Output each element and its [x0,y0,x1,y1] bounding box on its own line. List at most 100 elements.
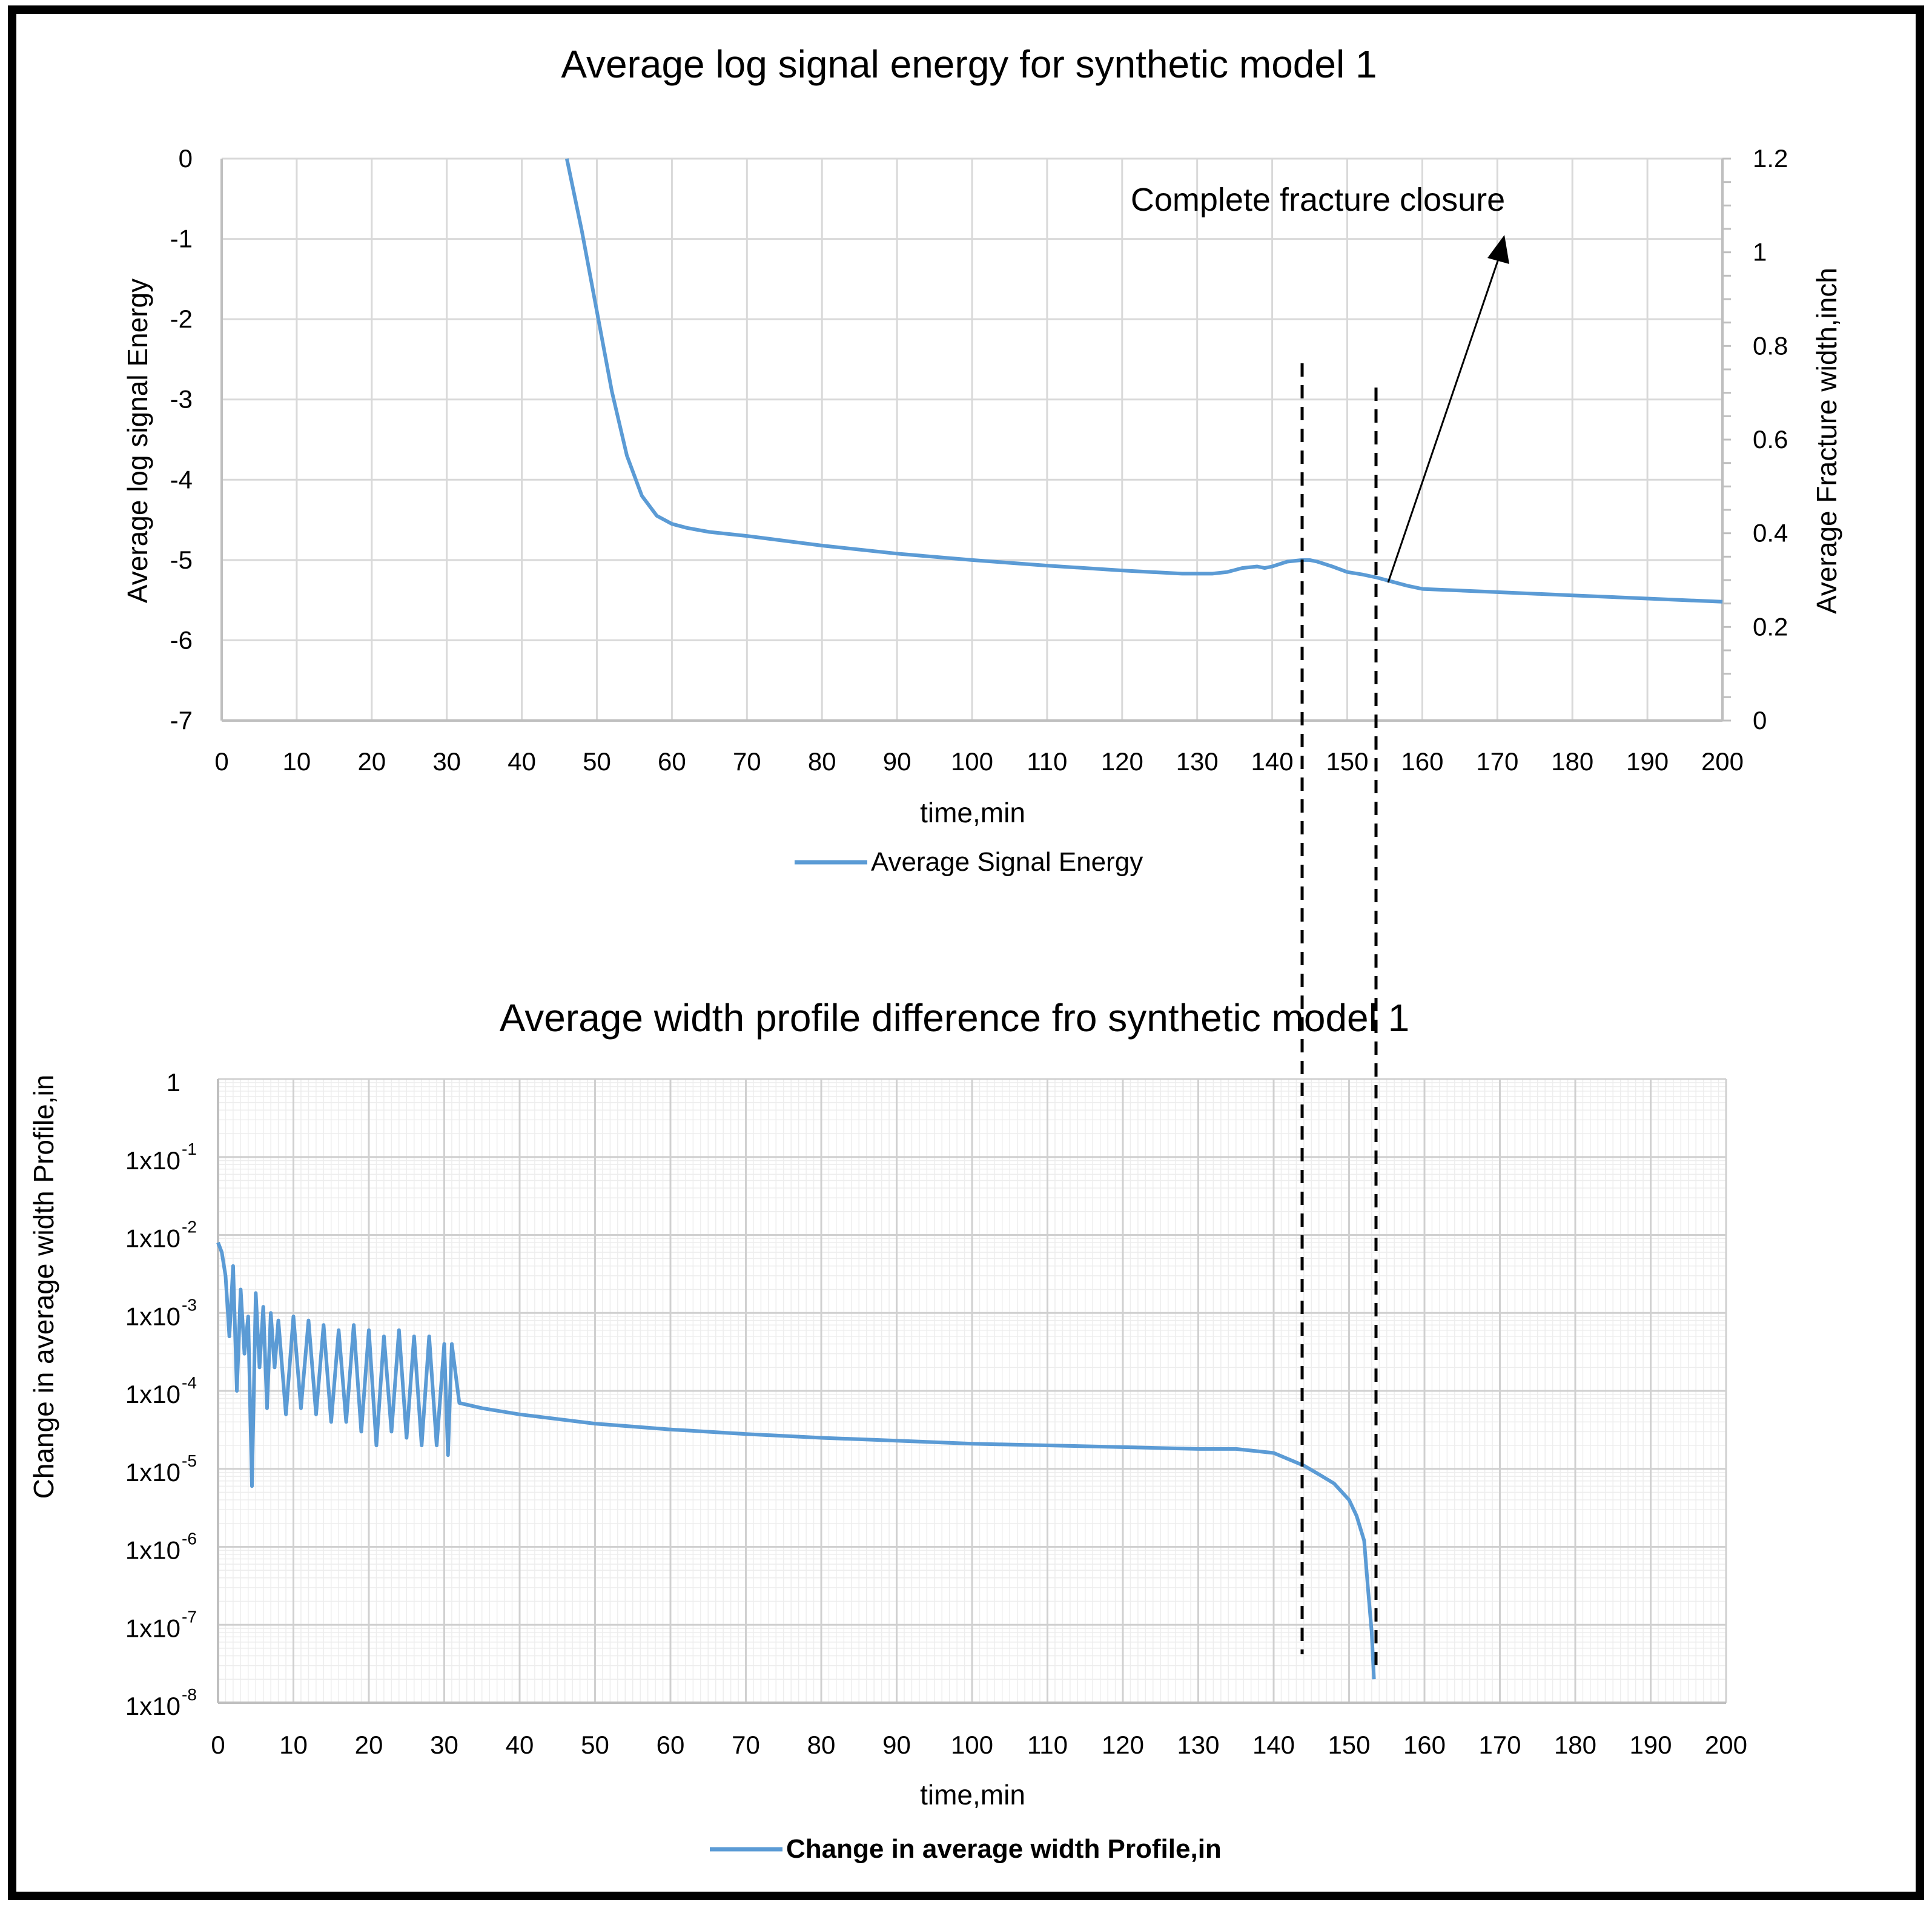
chart-2-y-tick-label: 1x10 [125,1302,180,1330]
chart-2-x-tick-label: 160 [1403,1731,1446,1759]
chart-1-x-label: time,min [920,797,1025,828]
chart-2-x-tick-label: 60 [657,1731,685,1759]
chart-1-x-tick-label: 120 [1101,747,1143,776]
chart-1-x-tick-label: 160 [1401,747,1443,776]
chart-1-x-tick-label: 70 [733,747,761,776]
chart-2-y-tick-exponent: -1 [182,1140,197,1158]
figure-border [8,5,1924,1900]
chart-1-y-tick-label: -5 [170,546,193,574]
chart-1-x-tick-label: 0 [214,747,228,776]
chart-2-x-tick-label: 110 [1027,1731,1068,1759]
chart-2-grid [217,1078,1727,1704]
chart-2-axes [217,1079,1726,1704]
chart-1-y-ticks: 0 -1 -2 -3 -4 -5 -6 -7 [170,144,193,734]
chart-1-y-tick-label: -6 [170,626,193,654]
chart-1-y-label: Average log signal Energy [122,279,153,603]
chart-2-y-tick-label: 1x10 [125,1380,180,1408]
chart-1-x-tick-label: 10 [283,747,311,776]
chart-1-x-tick-label: 140 [1251,747,1294,776]
chart-1-y2-label: Average Fracture width,inch [1811,268,1842,614]
chart-1-x-tick-label: 80 [808,747,836,776]
chart-2-y-label: Change in average width Profile,in [28,1075,59,1499]
chart-2-x-tick-label: 170 [1478,1731,1521,1759]
chart-2-x-tick-label: 100 [951,1731,993,1759]
chart-1-x-tick-label: 90 [883,747,911,776]
chart-1-y2-tick-label: 0.2 [1753,612,1788,641]
chart-1-y-tick-label: -4 [170,465,193,494]
chart-2-x-tick-label: 20 [355,1731,383,1759]
chart-2-x-tick-label: 70 [732,1731,760,1759]
chart-1-y-tick-label: -3 [170,385,193,414]
annotation-arrowhead [1487,235,1509,264]
chart-1-x-tick-label: 40 [508,747,536,776]
chart-1-axes [220,157,1731,722]
chart-1-legend-label: Average Signal Energy [871,847,1143,877]
chart-2-y-tick-exponent: -4 [182,1373,197,1392]
chart-1: Average log signal energy for synthetic … [122,42,1842,877]
chart-1-x-tick-label: 20 [357,747,386,776]
chart-1-x-tick-label: 180 [1551,747,1593,776]
chart-2-y-tick-label: 1 [167,1068,180,1097]
chart-2-x-tick-label: 30 [430,1731,458,1759]
chart-1-x-tick-label: 190 [1626,747,1669,776]
chart-1-y2-tick-label: 0.4 [1753,519,1788,547]
chart-1-y-tick-label: -1 [170,225,193,253]
chart-2-y-tick-exponent: -2 [182,1218,197,1236]
chart-2-title: Average width profile difference fro syn… [500,996,1409,1040]
chart-2-y-tick-exponent: -7 [182,1607,197,1626]
chart-2-y-tick-exponent: -6 [182,1530,197,1548]
chart-1-y-tick-label: -2 [170,305,193,333]
chart-2-x-tick-label: 190 [1629,1731,1672,1759]
chart-2-x-tick-label: 150 [1328,1731,1370,1759]
chart-1-x-ticks: 0 10 20 30 40 50 60 70 80 90 100 110 120 130 140 150 160… [214,747,1744,776]
chart-2-x-tick-label: 40 [506,1731,534,1759]
chart-2-y-tick-label: 1x10 [125,1614,180,1642]
chart-2-y-tick-label: 1x10 [125,1536,180,1565]
annotation-complete-fracture-closure: Complete fracture closure [1131,182,1505,218]
chart-2-legend-label: Change in average width Profile,in [786,1834,1222,1864]
chart-2-y-tick-exponent: -8 [182,1685,197,1704]
chart-1-y2-tick-label: 1 [1753,238,1767,266]
chart-2-y-tick-label: 1x10 [125,1146,180,1175]
chart-2-x-tick-label: 120 [1102,1731,1144,1759]
chart-2-x-label: time,min [920,1779,1025,1811]
chart-2-x-tick-label: 0 [211,1731,225,1759]
chart-1-y2-tick-label: 0.6 [1753,425,1788,454]
chart-2-x-tick-label: 200 [1705,1731,1747,1759]
chart-2-x-tick-label: 80 [807,1731,836,1759]
chart-2-y-tick-exponent: -5 [182,1451,197,1470]
chart-2-x-tick-label: 50 [581,1731,609,1759]
chart-1-y-tick-label: -7 [170,706,193,734]
chart-2-x-ticks: 0 10 20 30 40 50 60 70 80 90 100 110 120 130 140 150 160… [211,1731,1747,1759]
annotation-arrow [1387,259,1500,583]
chart-1-y-tick-label: 0 [179,144,193,173]
chart-1-x-tick-label: 110 [1027,747,1067,776]
chart-2: Average width profile difference fro syn… [28,996,1747,1864]
chart-1-x-tick-label: 50 [583,747,611,776]
chart-2-x-tick-label: 10 [279,1731,308,1759]
chart-2-x-tick-label: 130 [1177,1731,1219,1759]
chart-1-x-tick-label: 150 [1326,747,1368,776]
chart-2-x-tick-label: 180 [1554,1731,1596,1759]
chart-1-y2-ticks: 1.2 1 0.8 0.6 0.4 0.2 0 [1753,144,1788,734]
chart-1-x-tick-label: 130 [1176,747,1219,776]
chart-1-x-tick-label: 170 [1476,747,1518,776]
chart-1-x-tick-label: 60 [658,747,686,776]
chart-1-x-tick-label: 100 [951,747,993,776]
chart-1-y2-tick-label: 0.8 [1753,331,1788,360]
chart-1-series-average-signal-energy [564,158,1723,604]
chart-2-y-tick-label: 1x10 [125,1692,180,1720]
chart-1-y2-tick-label: 1.2 [1753,144,1788,173]
chart-2-x-tick-label: 90 [882,1731,911,1759]
chart-2-series-change-in-average-width [216,1241,1376,1680]
chart-1-y2-tick-label: 0 [1753,706,1767,734]
chart-2-x-tick-label: 140 [1252,1731,1295,1759]
chart-1-x-tick-label: 200 [1701,747,1744,776]
chart-1-grid [220,157,1724,722]
chart-2-y-tick-label: 1x10 [125,1458,180,1487]
chart-2-y-tick-exponent: -3 [182,1295,197,1314]
chart-1-title: Average log signal energy for synthetic … [561,42,1377,86]
chart-1-x-tick-label: 30 [432,747,461,776]
